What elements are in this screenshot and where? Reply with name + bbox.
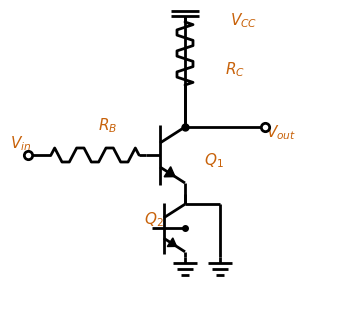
- Text: $Q_1$: $Q_1$: [204, 151, 224, 169]
- Polygon shape: [167, 238, 177, 247]
- Text: $R_B$: $R_B$: [98, 117, 117, 135]
- Text: $V_{in}$: $V_{in}$: [10, 135, 32, 153]
- Text: $V_{out}$: $V_{out}$: [266, 123, 296, 142]
- Text: $R_C$: $R_C$: [225, 61, 245, 79]
- Polygon shape: [164, 167, 175, 177]
- Text: $V_{CC}$: $V_{CC}$: [230, 11, 257, 30]
- Text: $Q_2$: $Q_2$: [144, 210, 164, 229]
